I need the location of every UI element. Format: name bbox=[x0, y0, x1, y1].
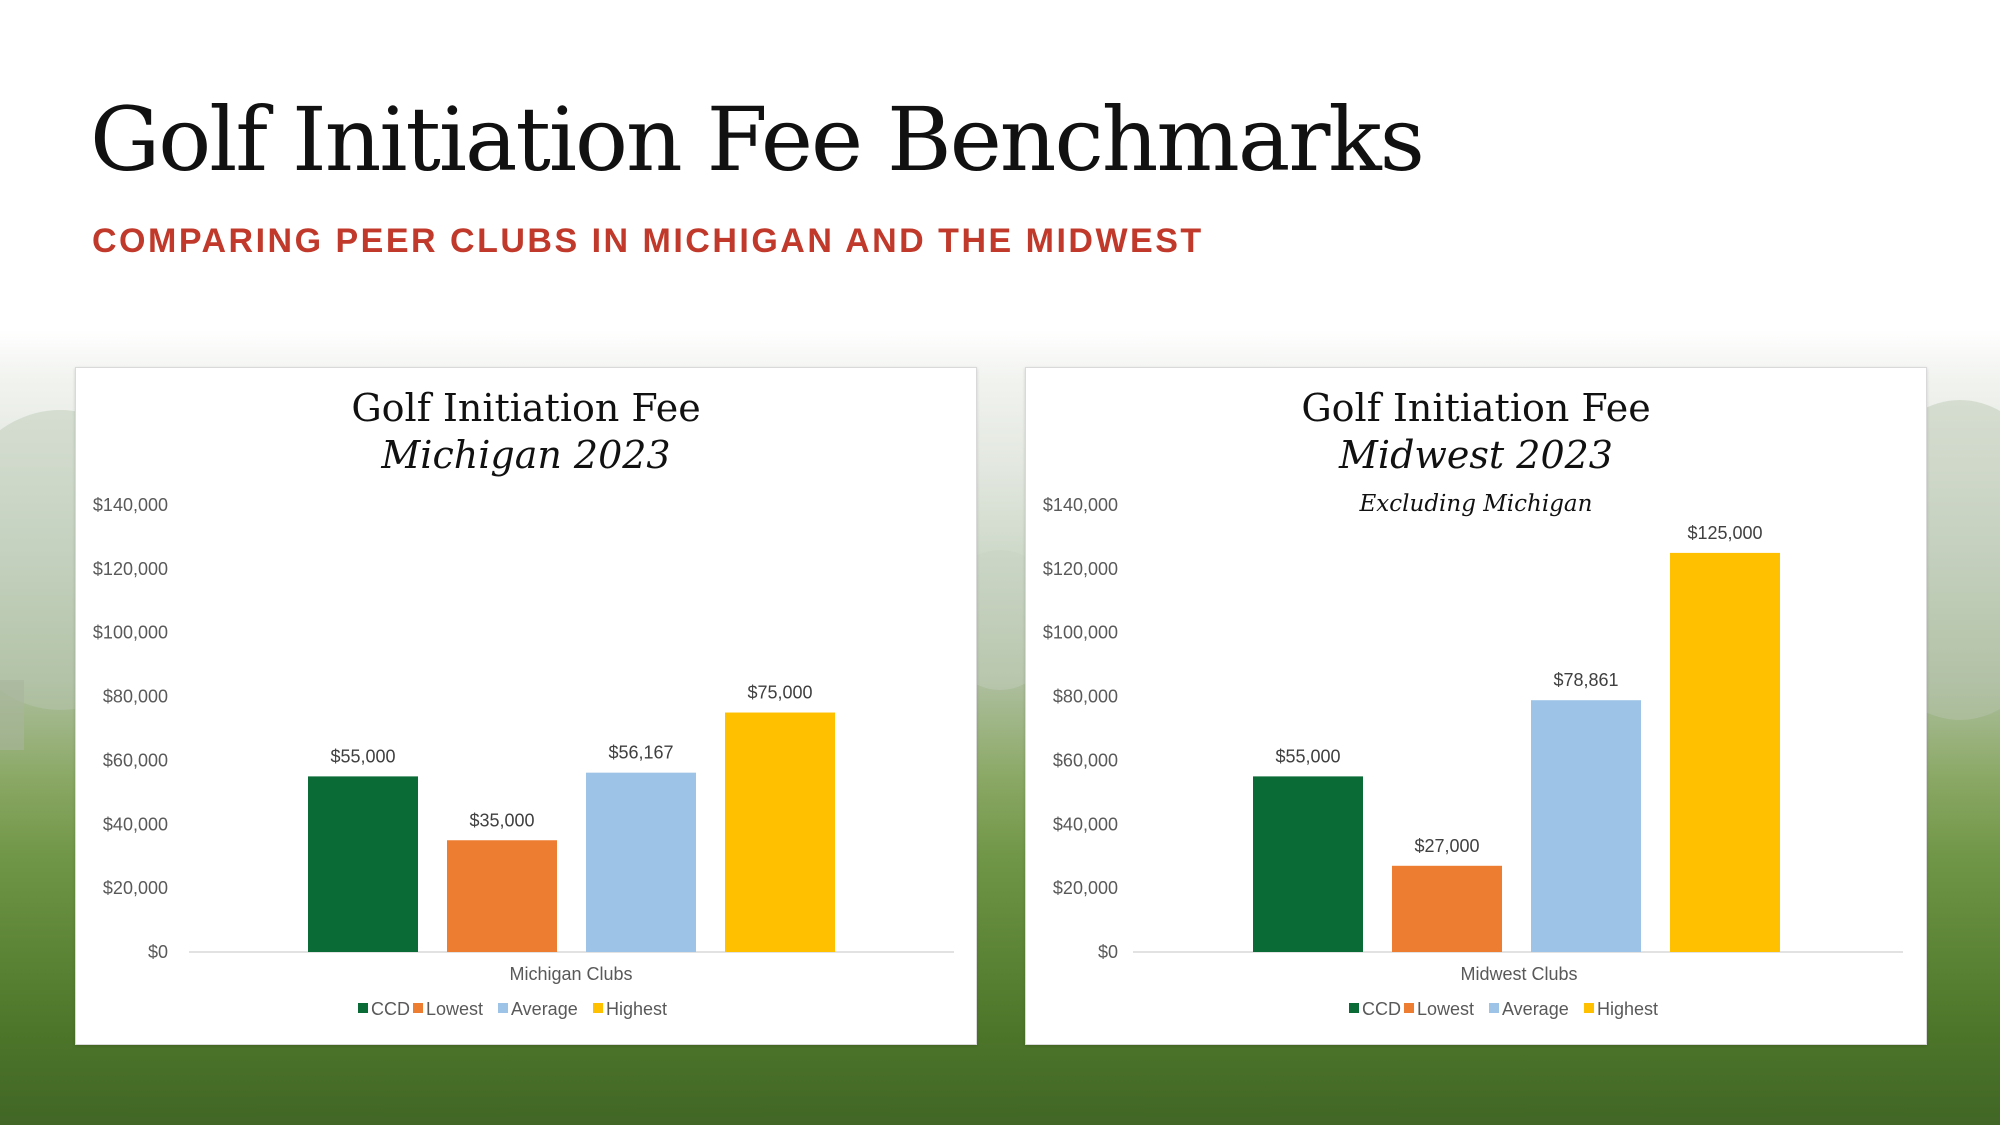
michigan-chart: Golf Initiation Fee Michigan 2023 $140,0… bbox=[93, 386, 954, 1019]
legend-swatch-lowest bbox=[1404, 1003, 1414, 1013]
y-tick-label: $0 bbox=[148, 942, 168, 962]
y-tick-label: $40,000 bbox=[1053, 814, 1118, 834]
data-label-lowest: $35,000 bbox=[469, 810, 534, 830]
y-tick-label: $60,000 bbox=[103, 750, 168, 770]
y-tick-label: $20,000 bbox=[103, 878, 168, 898]
y-tick-label: $20,000 bbox=[1053, 878, 1118, 898]
page-title: Golf Initiation Fee Benchmarks bbox=[90, 88, 1425, 191]
bar-highest bbox=[1670, 552, 1780, 952]
bar-ccd bbox=[308, 776, 418, 952]
y-tick-label: $120,000 bbox=[93, 559, 168, 579]
y-tick-label: $100,000 bbox=[1043, 623, 1118, 643]
data-label-highest: $125,000 bbox=[1687, 523, 1762, 543]
bar-highest bbox=[725, 712, 835, 952]
legend-swatch-highest bbox=[593, 1003, 603, 1013]
y-tick-label: $80,000 bbox=[103, 687, 168, 707]
y-tick-label: $80,000 bbox=[1053, 687, 1118, 707]
chart-subtitle: Midwest 2023 bbox=[1338, 433, 1613, 477]
legend-swatch-ccd bbox=[1349, 1003, 1359, 1013]
legend-label-average: Average bbox=[1502, 999, 1569, 1019]
data-label-lowest: $27,000 bbox=[1414, 836, 1479, 856]
legend-label-ccd: CCD bbox=[1362, 999, 1401, 1019]
legend-swatch-average bbox=[1489, 1003, 1499, 1013]
chart-title: Golf Initiation Fee bbox=[351, 386, 700, 430]
chart-panel-midwest: Golf Initiation Fee Midwest 2023 Excludi… bbox=[1025, 367, 1927, 1045]
legend-label-lowest: Lowest bbox=[426, 999, 483, 1019]
y-tick-label: $140,000 bbox=[1043, 495, 1118, 515]
legend-swatch-lowest bbox=[413, 1003, 423, 1013]
legend-label-average: Average bbox=[511, 999, 578, 1019]
y-tick-label: $100,000 bbox=[93, 623, 168, 643]
page-subtitle: COMPARING PEER CLUBS IN MICHIGAN AND THE… bbox=[92, 222, 1204, 260]
y-tick-label: $60,000 bbox=[1053, 750, 1118, 770]
chart-subtitle: Michigan 2023 bbox=[380, 433, 670, 477]
legend-label-highest: Highest bbox=[1597, 999, 1658, 1019]
data-label-ccd: $55,000 bbox=[1275, 746, 1340, 766]
bar-lowest bbox=[447, 840, 557, 952]
chart-panel-michigan: Golf Initiation Fee Michigan 2023 $140,0… bbox=[75, 367, 977, 1045]
y-tick-label: $140,000 bbox=[93, 495, 168, 515]
bar-average bbox=[586, 772, 696, 952]
y-tick-label: $40,000 bbox=[103, 814, 168, 834]
legend-swatch-average bbox=[498, 1003, 508, 1013]
data-label-highest: $75,000 bbox=[747, 683, 812, 703]
bar-ccd bbox=[1253, 776, 1363, 952]
bar-lowest bbox=[1392, 865, 1502, 952]
legend-swatch-ccd bbox=[358, 1003, 368, 1013]
legend-label-highest: Highest bbox=[606, 999, 667, 1019]
data-label-average: $56,167 bbox=[608, 743, 673, 763]
midwest-chart: Golf Initiation Fee Midwest 2023 Excludi… bbox=[1043, 386, 1903, 1019]
bar-average bbox=[1531, 700, 1641, 952]
legend-label-ccd: CCD bbox=[371, 999, 410, 1019]
x-axis-category-label: Michigan Clubs bbox=[509, 964, 632, 984]
chart-note: Excluding Michigan bbox=[1359, 491, 1593, 517]
data-label-ccd: $55,000 bbox=[330, 746, 395, 766]
y-tick-label: $120,000 bbox=[1043, 559, 1118, 579]
legend-label-lowest: Lowest bbox=[1417, 999, 1474, 1019]
chart-title: Golf Initiation Fee bbox=[1301, 386, 1650, 430]
x-axis-category-label: Midwest Clubs bbox=[1460, 964, 1577, 984]
legend-swatch-highest bbox=[1584, 1003, 1594, 1013]
y-tick-label: $0 bbox=[1098, 942, 1118, 962]
data-label-average: $78,861 bbox=[1553, 670, 1618, 690]
